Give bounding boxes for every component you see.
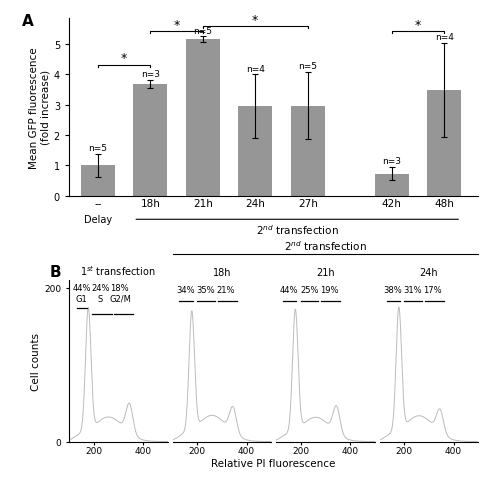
Text: 19%: 19% [320,286,338,294]
Text: n=5: n=5 [88,144,107,153]
Text: Relative PI fluorescence: Relative PI fluorescence [211,458,336,468]
Text: 25%: 25% [300,286,318,294]
Y-axis label: Mean GFP fluorescence
(fold increase): Mean GFP fluorescence (fold increase) [30,47,51,168]
Text: 34%: 34% [176,286,195,294]
Text: 38%: 38% [383,286,402,294]
Bar [427,91,461,196]
Title: 18h: 18h [212,267,231,277]
Text: 31%: 31% [404,286,422,294]
Text: *: * [252,14,258,27]
Bar [81,166,115,196]
Text: 18%: 18% [110,283,129,292]
Text: 35%: 35% [197,286,215,294]
Text: 2$^{nd}$ transfection: 2$^{nd}$ transfection [256,223,339,237]
Text: 24%: 24% [92,283,110,292]
Text: 21%: 21% [216,286,235,294]
Text: n=3: n=3 [382,157,401,166]
Text: A: A [22,14,34,29]
Text: 17%: 17% [423,286,442,294]
Text: S: S [98,294,103,303]
Text: *: * [415,19,421,32]
Text: G2/M: G2/M [110,294,132,303]
Text: *: * [121,52,127,65]
Text: Delay: Delay [84,215,112,225]
Text: n=5: n=5 [193,26,212,36]
Bar [291,107,325,196]
Text: B: B [49,264,61,279]
Title: 1$^{st}$ transfection: 1$^{st}$ transfection [80,264,156,277]
Text: *: * [174,19,179,32]
Text: 44%: 44% [280,286,298,294]
Title: 24h: 24h [420,267,438,277]
Text: G1: G1 [76,294,88,303]
Bar [186,40,220,196]
Text: 44%: 44% [72,283,91,292]
Text: n=3: n=3 [141,70,160,79]
Text: n=4: n=4 [246,64,265,73]
Bar [238,107,272,196]
Text: 2$^{nd}$ transfection: 2$^{nd}$ transfection [284,239,367,252]
Text: n=5: n=5 [298,62,317,71]
Text: n=4: n=4 [435,33,454,42]
Y-axis label: Cell counts: Cell counts [32,332,41,390]
Title: 21h: 21h [316,267,335,277]
Bar [375,174,409,196]
Bar [133,85,168,196]
